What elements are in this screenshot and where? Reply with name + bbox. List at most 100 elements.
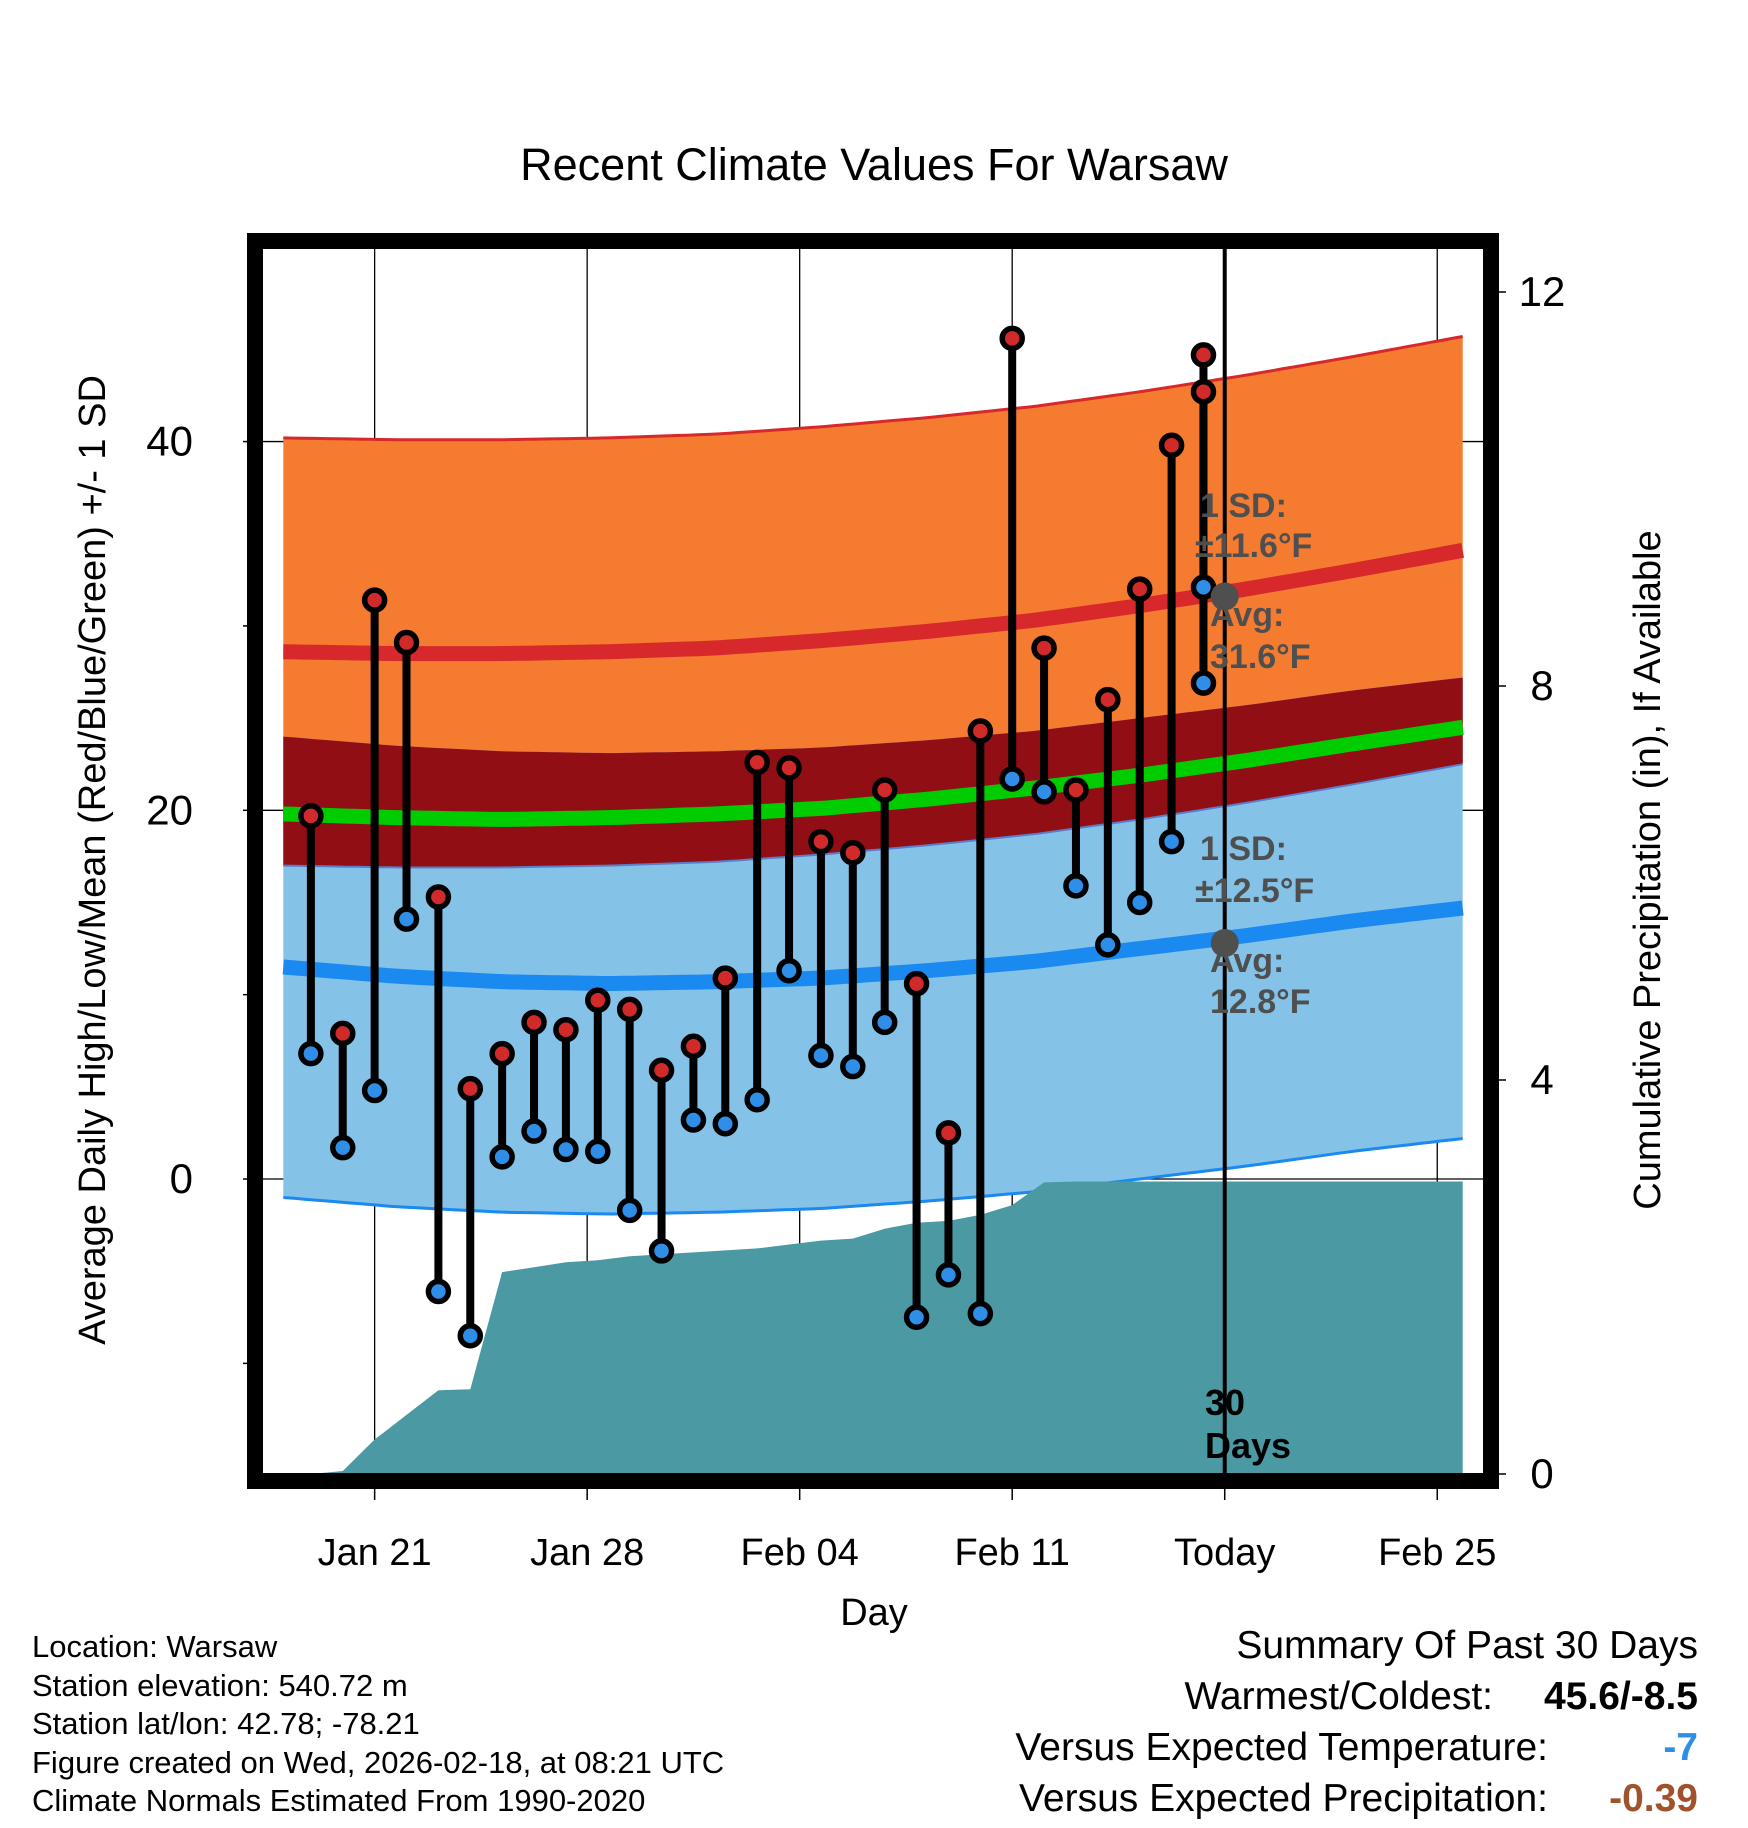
y2-tick-label: 12 <box>1519 268 1566 315</box>
low-point <box>553 1136 579 1163</box>
high-lower-sd-line <box>283 763 1463 869</box>
x-tick-label: Feb 04 <box>741 1532 859 1574</box>
temp-value: -7 <box>1663 1726 1698 1769</box>
axes: Jan 21 Jan 28 Feb 04 Feb 11 Today Feb 2502040… <box>146 233 1566 1574</box>
y2-tick-label: 0 <box>1530 1450 1553 1497</box>
station-info: Location: Warsaw Station elevation: 540.… <box>32 1628 724 1821</box>
y2-tick-label: 8 <box>1530 662 1553 709</box>
high-point <box>935 1120 962 1146</box>
low-avg-value: 12.8°F <box>1210 983 1311 1021</box>
low-point <box>521 1118 547 1144</box>
high-point <box>521 1009 547 1036</box>
x-tick-label: Today <box>1174 1532 1275 1574</box>
high-point <box>808 828 834 855</box>
high-avg-value: 31.6°F <box>1210 638 1311 676</box>
low-point <box>903 1304 930 1331</box>
high-avg-label: Avg: <box>1210 596 1284 634</box>
warmest-coldest-value: 45.6/-8.5 <box>1544 1675 1698 1718</box>
low-point <box>330 1134 356 1161</box>
low-point <box>999 766 1025 792</box>
y-tick-label: 20 <box>146 786 193 833</box>
chart-title: Recent Climate Values For Warsaw <box>520 139 1228 190</box>
low-avg-label: Avg: <box>1210 942 1284 980</box>
high-point <box>553 1016 579 1043</box>
low-point <box>393 906 420 932</box>
high-point <box>489 1040 515 1067</box>
high-point <box>744 749 770 776</box>
x-axis-label: Day <box>840 1592 908 1634</box>
high-point <box>585 987 611 1013</box>
high-sd-value: ±11.6°F <box>1195 527 1312 565</box>
created-text: Figure created on Wed, 2026-02-18, at 08… <box>32 1744 725 1780</box>
y2-axis-label: Cumulative Precipitation (in), If Availa… <box>1627 530 1669 1209</box>
high-point <box>967 718 994 744</box>
low-point <box>871 1009 898 1036</box>
low-point <box>489 1144 515 1170</box>
x-tick-label: Feb 25 <box>1378 1532 1496 1574</box>
low-point <box>744 1086 770 1113</box>
high-point <box>1126 576 1153 602</box>
high-point <box>840 839 866 866</box>
low-point <box>680 1107 707 1133</box>
high-point <box>393 629 420 656</box>
low-point <box>1126 889 1153 916</box>
precip-value: -0.39 <box>1609 1777 1698 1820</box>
high-point <box>871 777 898 803</box>
high-point <box>457 1075 484 1102</box>
low-point <box>457 1322 484 1349</box>
low-point <box>712 1110 739 1137</box>
low-point <box>1190 670 1217 696</box>
y-tick-label: 40 <box>146 418 193 465</box>
data-marks <box>298 325 1217 1349</box>
last-day-high-point <box>1190 379 1217 405</box>
precipitation-area <box>300 1181 1463 1474</box>
precip-days-label: Days <box>1205 1425 1291 1466</box>
summary-title: Summary Of Past 30 Days <box>1236 1624 1698 1667</box>
high-point <box>680 1033 707 1060</box>
high-point <box>361 587 388 613</box>
low-point <box>967 1300 994 1327</box>
high-point <box>1031 635 1057 661</box>
high-sd-label: 1 SD: <box>1200 487 1287 525</box>
x-tick-label: Feb 11 <box>954 1532 1069 1574</box>
high-point <box>1158 432 1185 459</box>
low-point <box>361 1077 388 1104</box>
normals-text: Climate Normals Estimated From 1990-2020 <box>32 1783 646 1818</box>
low-point <box>298 1040 324 1067</box>
summary-panel: Summary Of Past 30 Days Warmest/Coldest:… <box>798 1620 1698 1824</box>
high-point <box>330 1020 356 1047</box>
y-axis-label: Average Daily High/Low/Mean (Red/Blue/Gr… <box>72 375 114 1345</box>
low-point <box>808 1042 834 1069</box>
high-point <box>425 884 452 910</box>
high-point <box>776 755 802 781</box>
low-point <box>776 957 802 984</box>
high-upper-sd-line <box>283 335 1463 442</box>
low-point <box>585 1138 611 1165</box>
high-point <box>1190 342 1217 368</box>
today-low-avg-dot <box>1210 929 1239 958</box>
x-tick-label: Jan 21 <box>318 1532 432 1574</box>
warmest-coldest-row: Warmest/Coldest: 45.6/-8.5 <box>798 1671 1698 1722</box>
low-point <box>616 1197 643 1224</box>
last-day-low-point <box>1190 574 1217 600</box>
high-point <box>616 996 643 1023</box>
latlon-text: Station lat/lon: 42.78; -78.21 <box>32 1706 420 1741</box>
low-point <box>840 1053 866 1080</box>
high-point <box>298 803 324 829</box>
temp-label: Versus Expected Temperature: <box>1015 1726 1548 1769</box>
high-point <box>903 970 930 997</box>
precip-row: Versus Expected Precipitation: -0.39 <box>798 1773 1698 1824</box>
low-lower-sd-line <box>283 1137 1463 1216</box>
normal-mean-line <box>283 719 1464 827</box>
temp-row: Versus Expected Temperature: -7 <box>798 1722 1698 1773</box>
low-sd-label: 1 SD: <box>1200 830 1287 868</box>
low-point <box>1095 932 1121 958</box>
precip-days-number: 30 <box>1205 1382 1245 1423</box>
summary-title-row: Summary Of Past 30 Days <box>798 1620 1698 1671</box>
y2-tick-label: 4 <box>1530 1056 1553 1103</box>
low-sd-value: ±12.5°F <box>1195 872 1314 910</box>
location-text: Location: Warsaw <box>32 1629 278 1664</box>
low-point <box>1031 779 1057 805</box>
